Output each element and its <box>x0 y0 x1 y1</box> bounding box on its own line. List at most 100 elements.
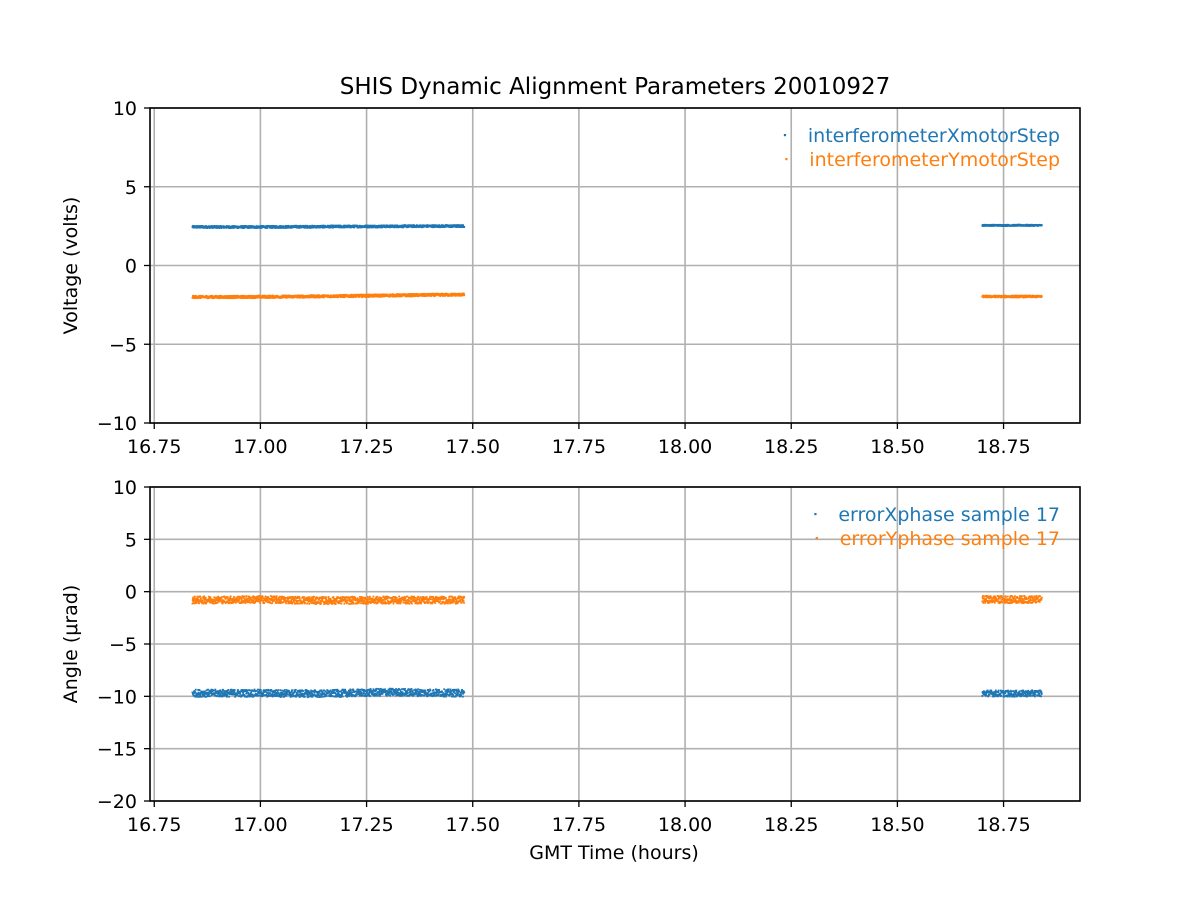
data-point <box>1007 694 1010 697</box>
data-point <box>241 689 244 692</box>
data-point <box>212 689 214 692</box>
data-point <box>194 601 196 604</box>
data-point <box>377 691 380 694</box>
data-point <box>222 689 225 691</box>
data-point <box>460 694 463 697</box>
data-point <box>205 602 208 605</box>
x-tick-label: 18.50 <box>870 436 924 458</box>
data-point <box>452 691 455 693</box>
data-point <box>353 596 356 598</box>
data-point <box>311 596 313 599</box>
data-point <box>1007 690 1010 693</box>
data-point <box>353 226 355 229</box>
data-point <box>376 694 379 697</box>
data-point <box>437 692 440 694</box>
data-point <box>343 689 345 692</box>
data-point <box>275 595 278 598</box>
data-point <box>436 224 439 227</box>
data-point <box>198 689 201 691</box>
data-point <box>358 693 361 696</box>
data-point <box>992 695 994 698</box>
data-point <box>214 597 217 600</box>
data-point <box>996 693 999 696</box>
data-point <box>201 690 204 693</box>
data-point <box>384 689 387 692</box>
data-point <box>242 296 245 299</box>
data-point <box>294 599 297 601</box>
data-point <box>372 691 374 694</box>
data-point <box>996 695 999 698</box>
x-tick-label: 18.25 <box>764 436 818 458</box>
data-point <box>208 599 211 602</box>
data-point <box>197 598 200 601</box>
data-point <box>371 690 374 692</box>
data-point <box>440 695 443 697</box>
data-point <box>359 690 362 693</box>
data-point <box>399 692 401 695</box>
data-point <box>275 689 278 691</box>
data-point <box>229 691 232 694</box>
data-point <box>234 695 237 698</box>
data-point <box>289 226 292 229</box>
data-point <box>327 603 330 606</box>
data-point <box>329 689 332 692</box>
data-point <box>263 694 265 697</box>
data-point <box>368 692 370 695</box>
data-point <box>224 692 227 694</box>
data-point <box>320 602 322 605</box>
data-point <box>285 602 288 605</box>
data-point <box>191 602 194 605</box>
data-point <box>266 601 269 604</box>
data-point <box>1014 296 1017 299</box>
data-point <box>335 597 338 600</box>
data-point <box>409 688 411 691</box>
data-point <box>217 595 220 598</box>
data-point <box>201 599 204 602</box>
data-point <box>396 691 399 694</box>
data-point <box>344 688 347 691</box>
data-point <box>298 597 301 600</box>
data-point <box>209 601 212 604</box>
data-point <box>374 225 377 228</box>
data-point <box>233 693 236 696</box>
data-point <box>210 598 213 601</box>
data-point <box>283 689 286 691</box>
data-point <box>360 691 363 694</box>
data-point <box>241 596 244 598</box>
data-point <box>397 691 400 694</box>
data-point <box>343 296 346 299</box>
data-point <box>230 602 233 605</box>
data-point <box>243 294 246 297</box>
data-point <box>1023 695 1026 697</box>
data-point <box>434 691 437 694</box>
data-point <box>320 694 323 697</box>
data-point <box>227 598 230 600</box>
data-point <box>341 597 343 600</box>
data-point <box>228 597 231 600</box>
data-point <box>210 599 213 602</box>
data-point <box>254 295 256 297</box>
data-point <box>309 692 312 694</box>
data-point <box>262 692 265 695</box>
data-point <box>378 689 381 692</box>
data-point <box>452 693 455 696</box>
data-point <box>253 602 255 604</box>
data-point <box>239 297 242 299</box>
data-point <box>389 688 392 690</box>
data-point <box>203 694 206 696</box>
data-point <box>396 295 399 298</box>
data-point <box>290 598 293 601</box>
data-point <box>332 596 335 598</box>
data-point <box>448 694 451 697</box>
data-point <box>449 693 452 695</box>
data-point <box>451 695 454 698</box>
data-point <box>450 690 453 693</box>
data-point <box>457 689 460 692</box>
data-point <box>330 691 333 693</box>
data-point <box>297 602 300 605</box>
data-point <box>342 691 345 694</box>
data-point <box>279 693 281 696</box>
data-point <box>251 689 254 692</box>
data-point <box>321 599 324 602</box>
data-point <box>305 296 308 299</box>
